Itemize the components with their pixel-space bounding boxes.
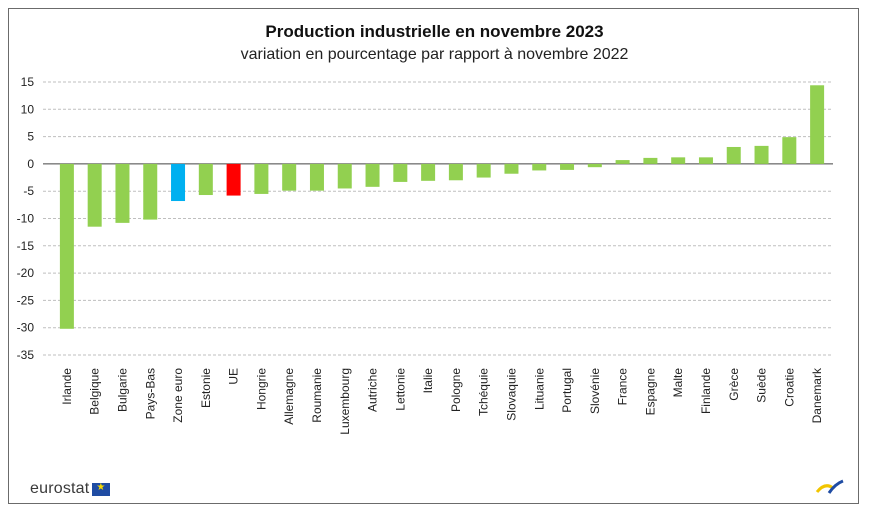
- x-tick-label: Grèce: [727, 368, 741, 401]
- x-tick-label: Croatie: [782, 368, 796, 407]
- chart-subtitle: variation en pourcentage par rapport à n…: [240, 46, 629, 63]
- bar-gr-ce: [726, 146, 741, 164]
- y-tick-label: -15: [17, 239, 35, 253]
- bar-finlande: [698, 157, 713, 164]
- x-tick-label: Malte: [671, 368, 685, 398]
- bar-malte: [671, 157, 686, 164]
- bar-bulgarie: [115, 163, 130, 223]
- bar-italie: [421, 163, 436, 181]
- y-tick-label: -25: [17, 293, 35, 307]
- bar-danemark: [810, 85, 825, 164]
- bar-zone-euro: [171, 163, 186, 202]
- y-tick-label: -10: [17, 212, 35, 226]
- x-tick-label: France: [616, 368, 630, 406]
- x-tick-label: Pays-Bas: [143, 368, 157, 419]
- x-tick-label: Autriche: [366, 368, 380, 412]
- y-tick-label: -35: [17, 348, 35, 362]
- x-tick-label: Suède: [755, 368, 769, 403]
- x-tick-label: Hongrie: [254, 368, 268, 410]
- x-tick-label: Luxembourg: [338, 368, 352, 435]
- x-tick-label: Slovénie: [588, 368, 602, 414]
- x-tick-label: UE: [227, 368, 241, 385]
- bar-irlande: [59, 163, 74, 329]
- bar-espagne: [643, 157, 658, 164]
- y-tick-label: 10: [21, 102, 35, 116]
- eurostat-logo: eurostat: [30, 480, 111, 498]
- bar-pologne: [448, 163, 463, 181]
- y-tick-label: 5: [27, 130, 34, 144]
- x-tick-label: Lituanie: [532, 368, 546, 410]
- bar-luxembourg: [337, 163, 352, 189]
- bar-estonie: [198, 163, 213, 196]
- x-tick-label: Tchéquie: [477, 368, 491, 416]
- bar-slovaquie: [504, 163, 519, 174]
- eu-flag-icon: [92, 482, 111, 496]
- bar-lettonie: [393, 163, 408, 182]
- bar-su-de: [754, 145, 769, 164]
- chart-frame: [8, 8, 859, 504]
- bar-hongrie: [254, 163, 269, 194]
- bar-pays-bas: [143, 163, 158, 220]
- x-tick-label: Espagne: [643, 368, 657, 416]
- x-tick-label: Italie: [421, 368, 435, 394]
- bar-autriche: [365, 163, 380, 187]
- bar-portugal: [560, 163, 575, 170]
- logo-text: eurostat: [30, 480, 90, 497]
- x-tick-label: Roumanie: [310, 368, 324, 423]
- bar-france: [615, 160, 630, 164]
- x-tick-label: Finlande: [699, 368, 713, 414]
- bar-lituanie: [532, 163, 547, 171]
- x-tick-label: Danemark: [810, 367, 824, 423]
- chart-title: Production industrielle en novembre 2023: [265, 22, 604, 41]
- x-tick-label: Estonie: [199, 368, 213, 408]
- x-tick-label: Portugal: [560, 368, 574, 413]
- bar-roumanie: [309, 163, 324, 191]
- x-tick-label: Allemagne: [282, 368, 296, 425]
- bar-slov-nie: [587, 163, 602, 168]
- bar-allemagne: [282, 163, 297, 191]
- bar-croatie: [782, 137, 797, 164]
- y-tick-label: 0: [27, 157, 34, 171]
- x-tick-label: Belgique: [88, 368, 102, 415]
- x-tick-label: Pologne: [449, 368, 463, 412]
- bar-tch-quie: [476, 163, 491, 178]
- x-tick-label: Lettonie: [393, 368, 407, 411]
- x-tick-label: Irlande: [60, 368, 74, 405]
- x-tick-label: Zone euro: [171, 368, 185, 423]
- eurostat-swoosh-icon: [815, 479, 844, 494]
- x-tick-label: Bulgarie: [115, 368, 129, 412]
- x-tick-label: Slovaquie: [504, 368, 518, 421]
- bar-ue: [226, 163, 241, 196]
- y-tick-label: -20: [17, 266, 35, 280]
- y-tick-label: -30: [17, 321, 35, 335]
- bar-belgique: [87, 163, 102, 227]
- y-tick-label: 15: [21, 75, 35, 89]
- y-tick-label: -5: [23, 184, 34, 198]
